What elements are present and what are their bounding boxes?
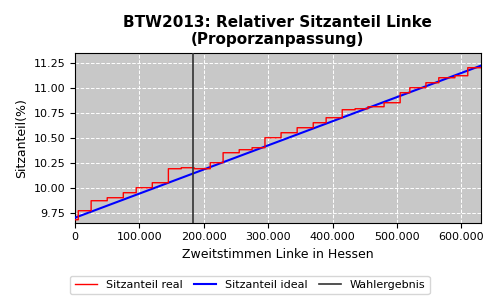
Sitzanteil ideal bbox=[468, 68, 474, 71]
Sitzanteil real bbox=[365, 105, 371, 109]
Legend: Sitzanteil real, Sitzanteil ideal, Wahlergebnis: Sitzanteil real, Sitzanteil ideal, Wahle… bbox=[70, 276, 430, 294]
Sitzanteil ideal bbox=[264, 144, 270, 147]
Sitzanteil real bbox=[166, 167, 172, 170]
Line: Sitzanteil real: Sitzanteil real bbox=[75, 68, 480, 220]
Sitzanteil real bbox=[452, 74, 458, 77]
Y-axis label: Sitzanteil(%): Sitzanteil(%) bbox=[15, 98, 28, 178]
Sitzanteil real bbox=[166, 181, 172, 184]
Sitzanteil ideal bbox=[404, 91, 410, 95]
Title: BTW2013: Relativer Sitzanteil Linke
(Proporzanpassung): BTW2013: Relativer Sitzanteil Linke (Pro… bbox=[124, 15, 432, 47]
X-axis label: Zweitstimmen Linke in Hessen: Zweitstimmen Linke in Hessen bbox=[182, 248, 374, 261]
Sitzanteil real bbox=[72, 218, 78, 221]
Sitzanteil real bbox=[465, 66, 471, 70]
Line: Sitzanteil ideal: Sitzanteil ideal bbox=[75, 66, 480, 218]
Sitzanteil ideal bbox=[478, 64, 484, 68]
Sitzanteil ideal bbox=[314, 125, 320, 129]
Sitzanteil ideal bbox=[267, 143, 273, 146]
Sitzanteil real bbox=[407, 86, 413, 89]
Sitzanteil real bbox=[478, 66, 484, 70]
Sitzanteil real bbox=[339, 108, 345, 112]
Sitzanteil ideal bbox=[72, 216, 78, 220]
Sitzanteil ideal bbox=[292, 134, 298, 137]
